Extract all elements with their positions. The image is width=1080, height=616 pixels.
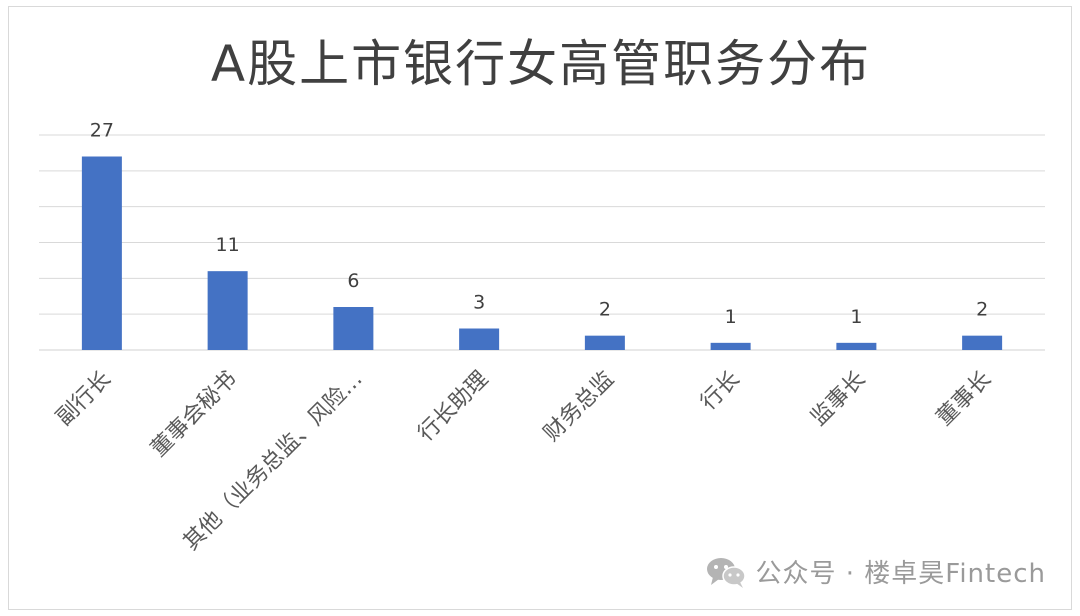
data-label: 3 xyxy=(473,292,485,314)
gridlines xyxy=(39,134,1045,351)
data-label: 11 xyxy=(216,234,240,256)
bar xyxy=(459,328,500,350)
bar xyxy=(836,342,877,350)
bar xyxy=(333,307,374,350)
category-label: 行长 xyxy=(696,367,745,416)
bar xyxy=(962,335,1003,350)
category-label: 财务总监 xyxy=(539,367,619,447)
category-label: 董事会秘书 xyxy=(146,367,241,462)
data-label: 1 xyxy=(850,306,862,328)
category-label: 副行长 xyxy=(52,367,116,431)
category-label: 行长助理 xyxy=(413,367,493,447)
data-label: 2 xyxy=(976,299,988,321)
bars xyxy=(81,156,1003,350)
bar xyxy=(81,156,122,350)
data-label: 1 xyxy=(725,306,737,328)
watermark: 公众号 · 楼卓昊Fintech xyxy=(705,553,1046,590)
bar xyxy=(710,342,751,350)
data-label: 27 xyxy=(90,120,114,142)
watermark-text: 公众号 · 楼卓昊Fintech xyxy=(755,559,1046,589)
chart-title: A股上市银行女高管职务分布 xyxy=(211,35,871,93)
data-label: 2 xyxy=(599,299,611,321)
category-label: 董事长 xyxy=(932,367,996,431)
bar xyxy=(207,271,248,350)
wechat-icon xyxy=(707,557,747,588)
data-label: 6 xyxy=(347,270,359,292)
bar xyxy=(584,335,625,350)
category-label: 监事长 xyxy=(806,367,870,431)
chart-frame: A股上市银行女高管职务分布 27 11 6 3 2 1 1 2 副行长 董事会秘书 其他（业务总监… xyxy=(8,6,1072,610)
